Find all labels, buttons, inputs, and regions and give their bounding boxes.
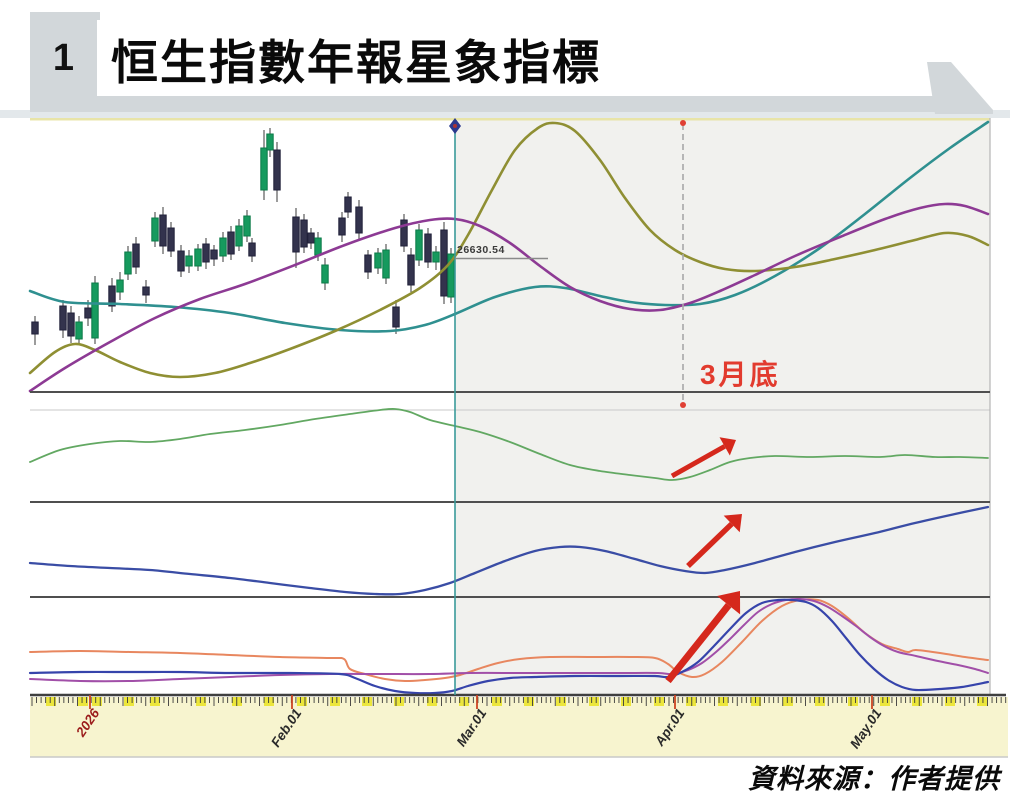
trend-arrow-shaft (670, 444, 726, 479)
candle-down (84, 307, 92, 319)
highlight-block (783, 697, 793, 706)
title-box: 恒生指數年報星象指標 (97, 20, 935, 96)
series-ma_purple (28, 202, 990, 393)
candle-up (374, 252, 382, 269)
march-end-annotation: 3月底 (700, 359, 781, 390)
candle-up (260, 147, 268, 191)
candle-down (108, 285, 116, 307)
candle-down (132, 243, 140, 268)
candle-up (91, 282, 99, 339)
highlight-block (124, 697, 134, 706)
candle-up (75, 321, 83, 340)
dashed-bottom-dot (680, 402, 686, 408)
candle-up (124, 251, 132, 275)
page-title: 恒生指數年報星象指標 (111, 35, 601, 89)
series-ma_olive (28, 121, 990, 379)
highlight-block (654, 697, 664, 706)
candle-down (273, 149, 281, 191)
diamond-center (453, 124, 457, 128)
highlight-block (394, 697, 404, 706)
plot-top-border (30, 118, 990, 121)
candle-up (194, 248, 202, 267)
candle-up (243, 215, 251, 237)
candle-down (407, 254, 415, 286)
highlight-block (362, 697, 372, 706)
candle-up (185, 255, 193, 267)
highlight-block (977, 697, 987, 706)
candle-up (235, 225, 243, 247)
series-ind_green (29, 407, 989, 481)
candle-up (382, 249, 390, 279)
candle-up (266, 133, 274, 151)
highlight-block (524, 697, 534, 706)
trend-arrow-shaft (665, 603, 732, 684)
candle-down (300, 219, 308, 248)
candle-up (219, 237, 227, 257)
highlight-block (686, 697, 696, 706)
highlight-block (46, 697, 56, 706)
candle-down (400, 219, 408, 247)
candle-up (321, 264, 329, 284)
highlight-block (78, 697, 88, 706)
candle-down (440, 229, 448, 297)
candle-up (151, 217, 159, 242)
candle-down (248, 242, 256, 257)
highlight-block (589, 697, 599, 706)
highlight-block (196, 697, 206, 706)
source-note: 資料來源：作者提供 (748, 764, 1000, 794)
candle-down (67, 312, 75, 337)
candle-down (344, 196, 352, 213)
highlight-block (945, 697, 955, 706)
date-band (30, 697, 1008, 757)
candle-down (292, 216, 300, 253)
candle-down (202, 243, 210, 263)
highlight-block (848, 697, 858, 706)
candle-down (227, 231, 235, 255)
highlight-block (297, 697, 307, 706)
candle-down (424, 233, 432, 263)
candle-down (355, 206, 363, 234)
candle-up (314, 237, 322, 256)
candle-down (210, 249, 218, 260)
candle-down (142, 286, 150, 296)
candle-up (415, 229, 423, 261)
candle-down (167, 227, 175, 252)
dashed-top-dot (680, 120, 686, 126)
highlight-block (751, 697, 761, 706)
highlight-block (330, 697, 340, 706)
candle-up (116, 279, 124, 293)
candle-down (177, 250, 185, 272)
highlight-block (880, 697, 890, 706)
highlight-block (492, 697, 502, 706)
candle-down (31, 321, 39, 335)
candle-down (59, 305, 67, 331)
trend-arrow-shaft (686, 521, 734, 568)
trend-arrow-head (723, 514, 742, 533)
candle-down (392, 306, 400, 328)
series-ma_teal (28, 120, 990, 333)
candle-down (159, 214, 167, 247)
highlight-block (92, 697, 102, 706)
highlight-block (718, 697, 728, 706)
highlight-block (815, 697, 825, 706)
candle-down (364, 254, 372, 273)
figure-number: 1 (30, 20, 97, 96)
last-price-label: 26630.54 (457, 244, 505, 256)
candle-down (307, 232, 315, 244)
candle-up (447, 253, 455, 298)
candle-down (338, 217, 346, 236)
trend-arrow-head (717, 591, 741, 615)
highlight-block (912, 697, 922, 706)
trend-arrow-head (719, 437, 736, 456)
highlight-block (621, 697, 631, 706)
candle-up (432, 251, 440, 263)
top-strip (0, 110, 1010, 118)
highlight-block (556, 697, 566, 706)
banner-top-tab (30, 12, 100, 21)
series-ind_blue (28, 505, 990, 596)
